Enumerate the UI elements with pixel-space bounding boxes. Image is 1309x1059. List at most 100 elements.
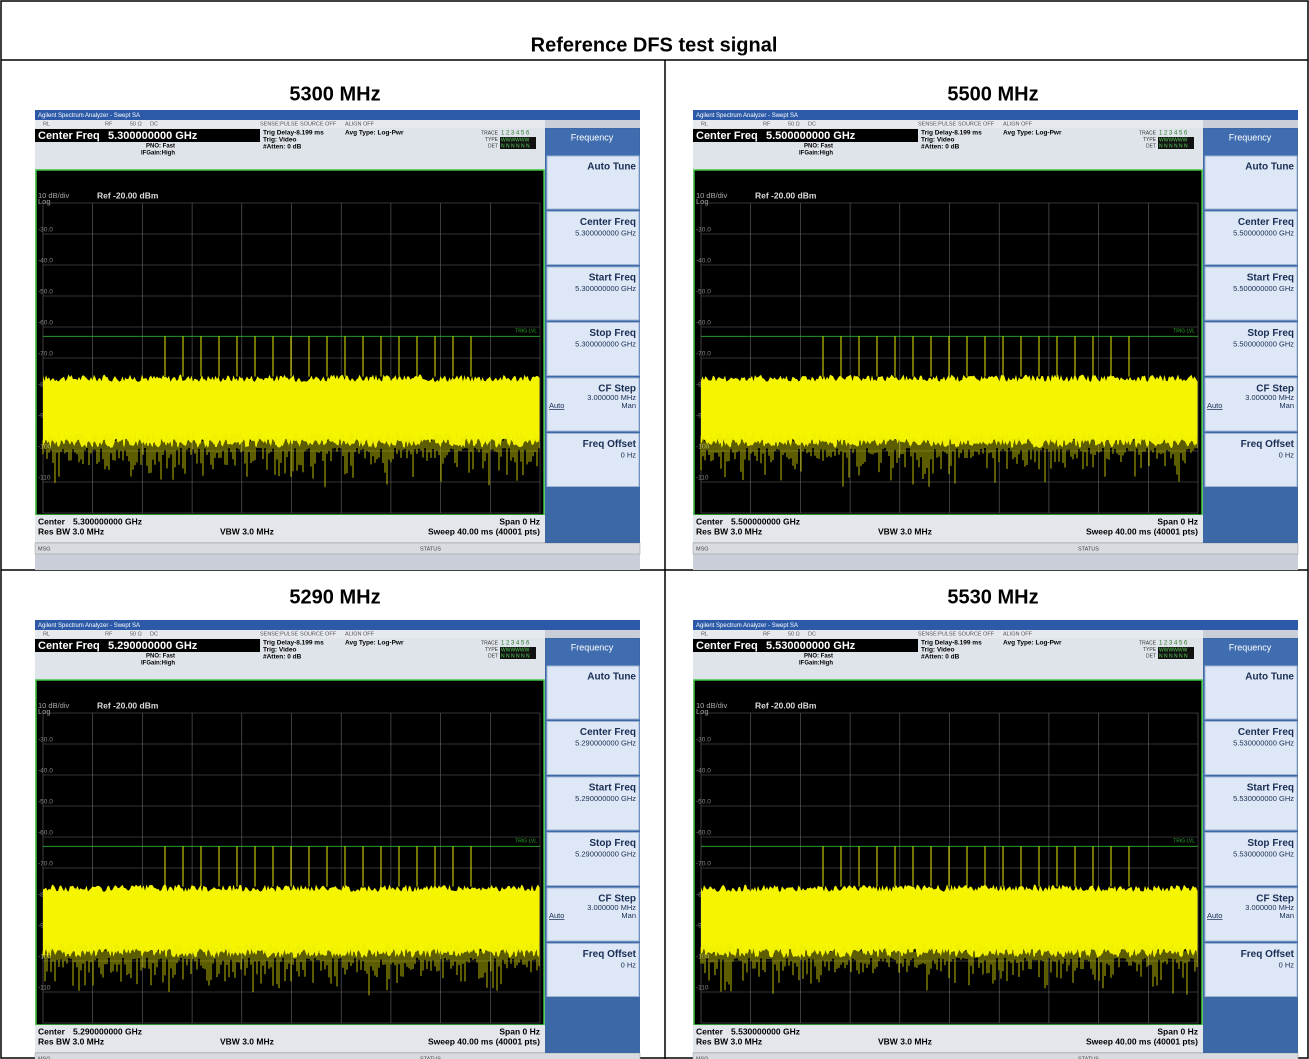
softkey-value: 3.000000 MHz [587,393,636,402]
label: Avg Type: Log-Pwr [345,130,404,137]
softkey[interactable] [1204,155,1298,210]
status-item: ALIGN OFF [345,121,375,127]
trace-label: TYPE [1143,647,1157,653]
label: #Atten: 0 dB [263,144,302,151]
trace-det: N N N N N N [1159,653,1188,659]
y-label: -50.0 [38,289,53,296]
trig-level-label: TRIG LVL [1173,839,1195,845]
graph-area [693,169,1203,516]
label: IFGain:High [799,151,833,157]
softkey[interactable] [1204,377,1298,432]
trig-level-label: TRIG LVL [515,839,537,845]
trace-label: TYPE [485,647,499,653]
softkey-option: Auto [549,401,564,410]
label: Avg Type: Log-Pwr [1003,640,1062,647]
noise-spikes [42,942,540,996]
label: PNO: Fast [804,144,833,150]
y-label: -70.0 [38,861,53,868]
softkey-value: 0 Hz [621,960,637,969]
panel-heading: 5300 MHz [289,83,380,105]
softkey-value: 3.000000 MHz [587,903,636,912]
center-freq-value: 5.290000000 GHz [108,640,198,652]
softkey-option: Auto [1207,911,1222,920]
softkey-value: 3.000000 MHz [1245,393,1294,402]
trace-numbers: 1 2 3 4 5 6 [501,131,530,137]
softkey[interactable] [546,832,640,886]
menu-title: Frequency [571,132,614,142]
softkey[interactable] [546,377,640,432]
status: STATUS [1078,546,1099,552]
status-item: SENSE:PULSE [260,631,299,637]
softkey[interactable] [546,211,640,265]
label: Trig: Video [921,137,954,144]
label: VBW 3.0 MHz [878,526,932,536]
status-item: RL [43,631,50,637]
y-label: -70.0 [696,351,711,358]
softkey[interactable] [1204,266,1298,321]
menu-title [546,129,639,155]
status-bar [34,542,641,555]
status-item: SENSE:PULSE [918,121,957,127]
softkey[interactable] [1204,322,1298,376]
softkey[interactable] [1204,665,1298,720]
softkey[interactable] [1204,776,1298,831]
softkey[interactable] [546,721,640,775]
y-label: -50.0 [696,289,711,296]
status-item: 50 Ω [130,121,142,127]
label: Trig Delay-8.199 ms [263,640,324,647]
softkey[interactable] [546,433,640,487]
noise-spikes [42,432,540,488]
trace-box [500,137,536,149]
center-value: 5.530000000 GHz [731,1026,800,1036]
scale: 10 dB/div [696,701,728,710]
window-title: Agilent Spectrum Analyzer - Swept SA [38,113,140,119]
trace-numbers: 1 2 3 4 5 6 [501,641,530,647]
msg: MSG [696,1056,709,1059]
softkey-label: Stop Freq [589,328,636,339]
softkey[interactable] [546,887,640,942]
softkey[interactable] [1204,721,1298,775]
trace-label: TYPE [1143,137,1157,143]
softkey[interactable] [1204,832,1298,886]
softkey-label: CF Step [598,894,636,905]
ref-level: Ref -20.00 dBm [97,700,159,710]
softkey[interactable] [1204,943,1298,997]
label: VBW 3.0 MHz [878,1036,932,1046]
softkey[interactable] [546,322,640,376]
softkey[interactable] [546,266,640,321]
trace-det: N N N N N N [501,653,530,659]
softkey-option: Man [621,401,636,410]
trace-det: N N N N N N [501,143,530,149]
status-item: SENSE:PULSE [918,631,957,637]
softkey-value: 5.530000000 GHz [1233,849,1294,858]
msg: MSG [38,1056,51,1059]
softkey[interactable] [546,943,640,997]
softkey[interactable] [1204,433,1298,487]
label: PNO: Fast [804,654,833,660]
softkey-label: Center Freq [1238,727,1294,738]
y-label: -60.0 [38,320,53,327]
status-item: RF [763,631,771,637]
softkey[interactable] [1204,211,1298,265]
analyzer-screen: Agilent Spectrum Analyzer - Swept SA RL RF… [692,110,1299,570]
status-item: SOURCE OFF [300,121,337,127]
softkey[interactable] [546,665,640,720]
label: Trig Delay-8.199 ms [921,130,982,137]
label: Trig Delay-8.199 ms [263,130,324,137]
softkey-value: 3.000000 MHz [1245,903,1294,912]
softkey-value: 5.500000000 GHz [1233,284,1294,293]
y-label: -30.0 [38,737,53,744]
label: Trig: Video [263,137,296,144]
log: Log [38,707,51,716]
softkey[interactable] [546,776,640,831]
menu-title: Frequency [571,642,614,652]
center-freq-value: 5.500000000 GHz [766,130,856,142]
label: Avg Type: Log-Pwr [1003,130,1062,137]
y-label: -110 [38,985,51,992]
center-value: 5.290000000 GHz [73,1026,142,1036]
label: PNO: Fast [146,654,175,660]
softkey[interactable] [546,155,640,210]
trace-label: TYPE [485,137,499,143]
softkey[interactable] [1204,887,1298,942]
